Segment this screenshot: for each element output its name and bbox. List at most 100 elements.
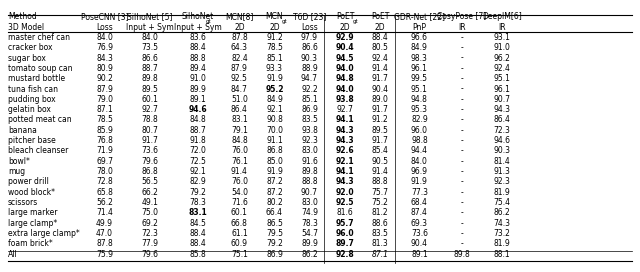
Text: gt: gt <box>282 18 288 24</box>
Text: -: - <box>460 219 463 228</box>
Text: 92.8: 92.8 <box>336 250 355 259</box>
Text: 84.8: 84.8 <box>231 136 248 145</box>
Text: mustard bottle: mustard bottle <box>8 74 65 83</box>
Text: 94.3: 94.3 <box>493 105 511 114</box>
Text: 91.6: 91.6 <box>301 157 318 166</box>
Text: 72.8: 72.8 <box>96 177 113 187</box>
Text: 96.0: 96.0 <box>336 229 355 238</box>
Text: -: - <box>460 229 463 238</box>
Text: 92.5: 92.5 <box>336 198 355 207</box>
Text: 87.9: 87.9 <box>96 85 113 94</box>
Text: 76.9: 76.9 <box>96 43 113 52</box>
Text: 87.1: 87.1 <box>372 250 388 259</box>
Text: 90.8: 90.8 <box>266 116 283 125</box>
Text: 72.0: 72.0 <box>189 147 207 156</box>
Text: 81.6: 81.6 <box>337 208 353 217</box>
Text: 94.6: 94.6 <box>189 105 207 114</box>
Text: Loss: Loss <box>96 23 113 32</box>
Text: 90.3: 90.3 <box>301 54 318 63</box>
Text: 80.2: 80.2 <box>266 198 283 207</box>
Text: 92.0: 92.0 <box>336 188 355 197</box>
Text: 92.4: 92.4 <box>493 64 510 73</box>
Text: IR: IR <box>498 23 506 32</box>
Text: 95.1: 95.1 <box>493 74 510 83</box>
Text: 56.2: 56.2 <box>96 198 113 207</box>
Text: gelatin box: gelatin box <box>8 105 51 114</box>
Text: 91.3: 91.3 <box>493 167 510 176</box>
Text: 91.4: 91.4 <box>231 167 248 176</box>
Text: -: - <box>460 208 463 217</box>
Text: 95.1: 95.1 <box>411 85 428 94</box>
Text: 71.9: 71.9 <box>96 147 113 156</box>
Text: 87.8: 87.8 <box>231 33 248 42</box>
Text: GDR-Net [22]: GDR-Net [22] <box>394 12 445 21</box>
Text: -: - <box>460 95 463 104</box>
Text: banana: banana <box>8 126 36 135</box>
Text: 89.4: 89.4 <box>189 64 207 73</box>
Text: -: - <box>460 33 463 42</box>
Text: T6D [23]: T6D [23] <box>292 12 326 21</box>
Text: 88.4: 88.4 <box>189 229 206 238</box>
Text: 83.1: 83.1 <box>231 116 248 125</box>
Text: PoET: PoET <box>336 12 355 21</box>
Text: PoET: PoET <box>371 12 389 21</box>
Text: 86.8: 86.8 <box>266 147 283 156</box>
Text: 92.1: 92.1 <box>336 157 355 166</box>
Text: 90.5: 90.5 <box>372 157 388 166</box>
Text: 72.3: 72.3 <box>493 126 510 135</box>
Text: scissors: scissors <box>8 198 38 207</box>
Text: SilhoNet: SilhoNet <box>182 12 214 21</box>
Text: 66.4: 66.4 <box>266 208 283 217</box>
Text: 89.8: 89.8 <box>453 250 470 259</box>
Text: -: - <box>460 239 463 248</box>
Text: tomato soup can: tomato soup can <box>8 64 72 73</box>
Text: 86.2: 86.2 <box>493 208 510 217</box>
Text: 83.1: 83.1 <box>189 208 207 217</box>
Text: 88.4: 88.4 <box>189 239 206 248</box>
Text: 74.9: 74.9 <box>301 208 318 217</box>
Text: 78.8: 78.8 <box>142 116 159 125</box>
Text: 79.2: 79.2 <box>266 239 283 248</box>
Text: 60.1: 60.1 <box>231 208 248 217</box>
Text: 89.1: 89.1 <box>189 95 206 104</box>
Text: pudding box: pudding box <box>8 95 56 104</box>
Text: Loss: Loss <box>301 23 318 32</box>
Text: 92.1: 92.1 <box>189 167 206 176</box>
Text: 72.5: 72.5 <box>189 157 207 166</box>
Text: 94.5: 94.5 <box>336 54 355 63</box>
Text: 86.4: 86.4 <box>493 116 510 125</box>
Text: 86.6: 86.6 <box>141 54 159 63</box>
Text: 79.0: 79.0 <box>96 95 113 104</box>
Text: 79.5: 79.5 <box>266 229 283 238</box>
Text: 94.3: 94.3 <box>336 126 355 135</box>
Text: 91.0: 91.0 <box>493 43 510 52</box>
Text: 2D: 2D <box>340 23 351 32</box>
Text: 92.1: 92.1 <box>266 105 283 114</box>
Text: 2D: 2D <box>375 23 385 32</box>
Text: -: - <box>460 85 463 94</box>
Text: 88.9: 88.9 <box>301 64 318 73</box>
Text: 60.9: 60.9 <box>231 239 248 248</box>
Text: 91.9: 91.9 <box>266 74 283 83</box>
Text: 84.9: 84.9 <box>266 95 283 104</box>
Text: 92.3: 92.3 <box>493 177 510 187</box>
Text: master chef can: master chef can <box>8 33 70 42</box>
Text: bleach cleanser: bleach cleanser <box>8 147 68 156</box>
Text: 88.4: 88.4 <box>189 43 206 52</box>
Text: DeepIM[6]: DeepIM[6] <box>482 12 522 21</box>
Text: Method: Method <box>8 12 36 21</box>
Text: -: - <box>460 198 463 207</box>
Text: 49.9: 49.9 <box>96 219 113 228</box>
Text: 66.2: 66.2 <box>141 188 159 197</box>
Text: 90.4: 90.4 <box>336 43 355 52</box>
Text: 61.1: 61.1 <box>231 229 248 238</box>
Text: -: - <box>460 126 463 135</box>
Text: 89.8: 89.8 <box>142 74 159 83</box>
Text: gt: gt <box>353 18 358 24</box>
Text: pitcher base: pitcher base <box>8 136 56 145</box>
Text: 81.9: 81.9 <box>493 239 510 248</box>
Text: 75.1: 75.1 <box>231 250 248 259</box>
Text: 85.1: 85.1 <box>301 95 318 104</box>
Text: 92.6: 92.6 <box>336 147 355 156</box>
Text: 2D: 2D <box>269 23 280 32</box>
